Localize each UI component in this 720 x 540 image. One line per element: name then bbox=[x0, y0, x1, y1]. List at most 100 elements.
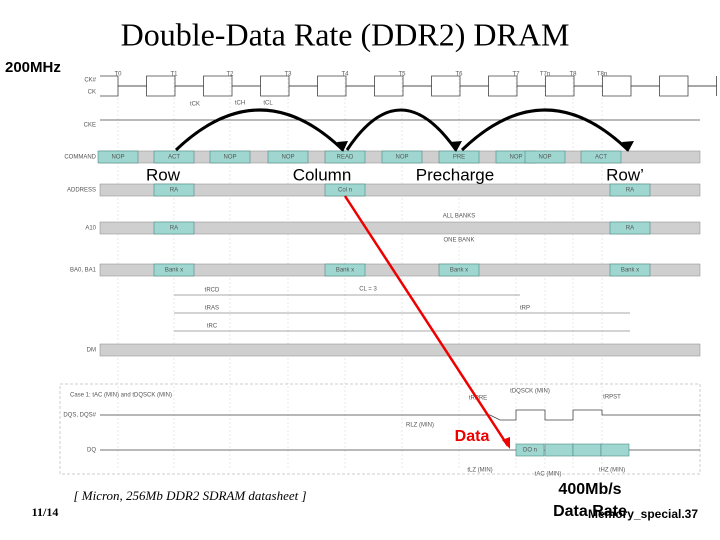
command bbox=[324, 150, 366, 164]
arrow bbox=[174, 108, 345, 152]
command bbox=[580, 150, 622, 164]
bank-label: Bank x bbox=[621, 268, 639, 274]
dqs-wave bbox=[100, 409, 700, 421]
a10-note: ALL BANKS bbox=[443, 214, 475, 220]
bank bbox=[324, 263, 366, 277]
timing-label: tRP bbox=[520, 306, 530, 312]
label-precharge: Precharge bbox=[416, 165, 494, 184]
command bbox=[209, 150, 251, 164]
bank bbox=[153, 263, 195, 277]
dq-data-label: DO n bbox=[523, 448, 537, 454]
timing-label: tHZ (MIN) bbox=[599, 468, 625, 474]
signal-label: DM bbox=[87, 348, 96, 354]
command-label: NOP bbox=[223, 155, 236, 161]
timing-label: tRC bbox=[207, 324, 218, 330]
signal-label: COMMAND bbox=[64, 155, 96, 161]
a10 bbox=[609, 221, 651, 235]
red-arrow bbox=[343, 195, 510, 447]
command bbox=[524, 150, 566, 164]
date: 11/14 bbox=[32, 505, 59, 519]
timing-label: tCK bbox=[190, 102, 200, 108]
a10 bbox=[153, 221, 195, 235]
address bbox=[609, 183, 651, 197]
address-label: RA bbox=[626, 188, 634, 194]
ckn-wave bbox=[100, 75, 717, 87]
clock-label: T8 bbox=[569, 72, 577, 78]
signal-label: CK# bbox=[84, 78, 96, 84]
timing-label: tCH bbox=[235, 101, 245, 107]
command bbox=[381, 150, 423, 164]
slide-id: Memory_special.37 bbox=[588, 507, 698, 521]
bank-label: Bank x bbox=[336, 268, 354, 274]
clock-label: T5 bbox=[398, 72, 406, 78]
signal-label: BA0, BA1 bbox=[70, 268, 97, 274]
timing-label: tCL bbox=[263, 101, 273, 107]
command-label: READ bbox=[337, 155, 354, 161]
timing-label: tAC (MIN) bbox=[535, 472, 562, 478]
command bbox=[153, 150, 195, 164]
arrow bbox=[345, 108, 458, 151]
case-box bbox=[59, 383, 701, 475]
signal-label: DQ bbox=[87, 448, 96, 454]
command-label: NOP bbox=[538, 155, 551, 161]
label-row: Row bbox=[146, 165, 181, 184]
bus-row bbox=[99, 221, 701, 235]
dq-data-cell bbox=[572, 443, 602, 457]
label-column: Column bbox=[293, 165, 352, 184]
arrow bbox=[460, 108, 630, 152]
label-row2: Row’ bbox=[606, 165, 644, 184]
timing-label: tDQSCK (MIN) bbox=[510, 389, 550, 395]
citation: [ Micron, 256Mb DDR2 SDRAM datasheet ] bbox=[73, 488, 306, 503]
rate: 400Mb/s bbox=[558, 481, 621, 498]
command-label: PRE bbox=[453, 155, 465, 161]
command-label: NOP bbox=[509, 155, 522, 161]
command bbox=[267, 150, 309, 164]
dq-data-cell bbox=[544, 443, 574, 457]
command-label: NOP bbox=[395, 155, 408, 161]
signal-label: ADDRESS bbox=[67, 188, 96, 194]
address bbox=[153, 183, 195, 197]
signal-label: A10 bbox=[85, 226, 96, 232]
timing-label: tRAS bbox=[205, 306, 219, 312]
a10-note: ONE BANK bbox=[443, 238, 474, 244]
bus-row bbox=[99, 183, 701, 197]
command bbox=[97, 150, 139, 164]
timing-label: CL = 3 bbox=[359, 287, 377, 293]
dq-data bbox=[515, 443, 545, 457]
title: Double-Data Rate (DDR2) DRAM bbox=[121, 16, 570, 52]
bus-row bbox=[99, 343, 701, 357]
timing-diagram: T0 T1 T2 T3 T4 T5 T6 T7 T7n T8 T8n CK# CK CKE COMMAND A… bbox=[59, 72, 717, 478]
signal-label: CK bbox=[88, 90, 96, 96]
command-label: ACT bbox=[595, 155, 607, 161]
bank-label: Bank x bbox=[450, 268, 468, 274]
clock-label: T7n bbox=[540, 72, 550, 78]
a10-label: RA bbox=[170, 226, 178, 232]
bank bbox=[438, 263, 480, 277]
timing-label: tRPST bbox=[603, 395, 621, 401]
bus-row bbox=[99, 263, 701, 277]
command-label: NOP bbox=[281, 155, 294, 161]
clock-label: T3 bbox=[284, 72, 292, 78]
command-label: ACT bbox=[168, 155, 180, 161]
address-label: RA bbox=[170, 188, 178, 194]
clock-label: T6 bbox=[455, 72, 463, 78]
case-label: Case 1: tAC (MIN) and tDQSCK (MIN) bbox=[70, 393, 172, 399]
clock-label: T4 bbox=[341, 72, 349, 78]
a10-label: RA bbox=[626, 226, 634, 232]
label-data: Data bbox=[455, 428, 490, 445]
timing-label: tRCD bbox=[205, 288, 220, 294]
rate-label: Data Rate bbox=[553, 503, 627, 520]
dq-data-cell bbox=[600, 443, 630, 457]
clock-label: T2 bbox=[226, 72, 234, 78]
signal-label: DQS, DQS# bbox=[63, 413, 96, 419]
red-arrow-head bbox=[502, 437, 510, 449]
clock-label: T0 bbox=[114, 72, 122, 78]
bank-label: Bank x bbox=[165, 268, 183, 274]
timing-label: RLZ (MIN) bbox=[406, 423, 434, 429]
clock-note: 200MHz bbox=[5, 59, 61, 76]
command bbox=[438, 150, 480, 164]
bank bbox=[609, 263, 651, 277]
address-label: Col n bbox=[338, 188, 352, 194]
command-label: NOP bbox=[111, 155, 124, 161]
